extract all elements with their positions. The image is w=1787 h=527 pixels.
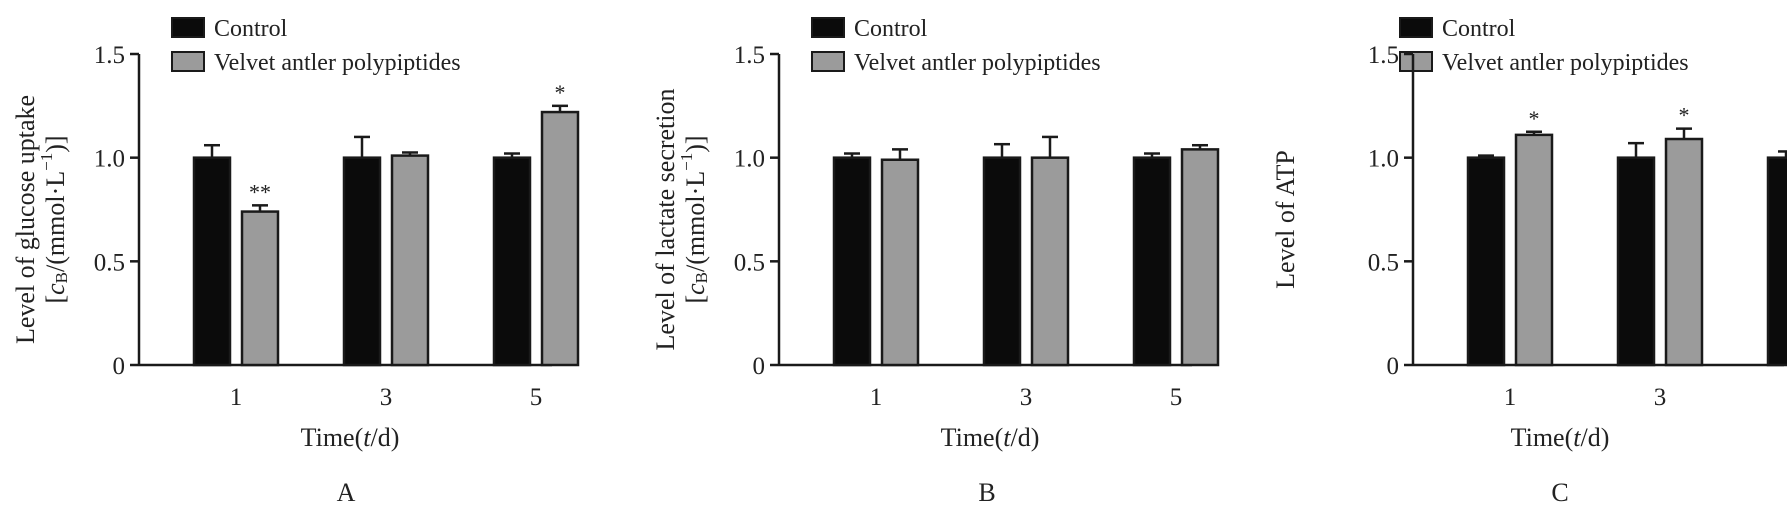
x-title-prefix: Time( — [301, 423, 364, 452]
y-axis-title: Level of lactate secretion — [651, 88, 680, 350]
legend-label-control: Control — [854, 16, 928, 42]
significance-marker: * — [555, 80, 566, 105]
bar-treatment-3 — [390, 154, 430, 367]
y-tick-label: 1.0 — [1368, 146, 1399, 173]
bar-treatment-1 — [240, 210, 280, 367]
y-tick-label: 0.5 — [1368, 249, 1399, 276]
bar-treatment-3 — [1030, 156, 1070, 367]
y-tick-label: 0.5 — [94, 249, 125, 276]
y-units-sup: −1 — [37, 153, 56, 171]
y-tick-label: 1.0 — [734, 146, 765, 173]
legend-swatch-treatment — [1399, 51, 1433, 72]
x-tick-label: 5 — [530, 384, 543, 411]
bar-control-3 — [342, 156, 382, 367]
legend-swatch-treatment — [811, 51, 845, 72]
x-axis-title: Time(t/d) — [1511, 423, 1610, 452]
y-units-sub: B — [52, 272, 71, 283]
panel-label: C — [1551, 478, 1568, 507]
legend: Control Velvet antler polypiptides — [811, 16, 1101, 76]
y-tick-label: 1.5 — [734, 42, 765, 69]
x-title-var: t — [363, 423, 371, 452]
y-tick-label: 1.5 — [1368, 42, 1399, 69]
significance-marker: * — [1679, 103, 1690, 128]
x-title-suffix: /d) — [1580, 423, 1609, 452]
bar-control-1 — [192, 156, 232, 367]
legend: Control Velvet antler polypiptides — [1399, 16, 1689, 76]
bar-control-3 — [1616, 156, 1656, 367]
bar-treatment-5 — [1180, 148, 1220, 367]
y-tick-label: 0 — [113, 353, 126, 380]
legend-swatch-control — [171, 17, 205, 38]
y-axis-title-units: [cB/(mmol·L−1)] — [37, 135, 71, 303]
panel-label: B — [978, 478, 995, 507]
x-title-suffix: /d) — [370, 423, 399, 452]
y-units-close: )] — [41, 135, 70, 152]
y-units-rest: /(mmol·L — [41, 171, 70, 272]
x-title-var: t — [1573, 423, 1581, 452]
bar-control-5 — [1132, 156, 1172, 367]
y-tick-label: 1.5 — [94, 42, 125, 69]
x-title-suffix: /d) — [1010, 423, 1039, 452]
y-tick-label: 1.0 — [94, 146, 125, 173]
bar-control-1 — [832, 156, 872, 367]
y-units-var: c — [681, 283, 710, 295]
legend-label-treatment: Velvet antler polypiptides — [854, 50, 1101, 76]
y-units-var: c — [41, 283, 70, 295]
x-tick-label: 3 — [380, 384, 393, 411]
y-axis-title: Level of ATP — [1271, 150, 1300, 289]
bar-control-1 — [1466, 156, 1506, 367]
x-title-prefix: Time( — [1511, 423, 1574, 452]
legend-label-treatment: Velvet antler polypiptides — [1442, 50, 1689, 76]
legend-swatch-treatment — [171, 51, 205, 72]
bar-treatment-1 — [1514, 133, 1554, 367]
x-axis-title: Time(t/d) — [301, 423, 400, 452]
legend-label-treatment: Velvet antler polypiptides — [214, 50, 461, 76]
y-units-sup: −1 — [677, 153, 696, 171]
y-units-open: [ — [681, 295, 710, 304]
x-tick-label: 1 — [1504, 384, 1517, 411]
y-units-sub: B — [692, 272, 711, 283]
bar-treatment-5 — [540, 110, 580, 367]
y-tick-label: 0.5 — [734, 249, 765, 276]
y-units-close: )] — [681, 135, 710, 152]
legend-label-control: Control — [1442, 16, 1516, 42]
y-units-open: [ — [41, 295, 70, 304]
x-title-prefix: Time( — [941, 423, 1004, 452]
legend-swatch-control — [811, 17, 845, 38]
bar-control-5 — [492, 156, 532, 367]
x-tick-label: 5 — [1170, 384, 1183, 411]
y-tick-label: 0 — [1387, 353, 1400, 380]
x-tick-label: 3 — [1020, 384, 1033, 411]
significance-marker: ** — [249, 179, 271, 204]
y-axis-title-units: [cB/(mmol·L−1)] — [677, 135, 711, 303]
panel-label: A — [337, 478, 356, 507]
bar-treatment-1 — [880, 158, 920, 367]
x-tick-label: 3 — [1654, 384, 1667, 411]
legend-swatch-control — [1399, 17, 1433, 38]
legend-label-control: Control — [214, 16, 288, 42]
bar-control-5 — [1766, 156, 1787, 367]
x-title-var: t — [1003, 423, 1011, 452]
x-axis-title: Time(t/d) — [941, 423, 1040, 452]
chart-panel-A: Control Velvet antler polypiptides 0 0.5 1.0… — [11, 16, 580, 507]
bar-treatment-3 — [1664, 137, 1704, 367]
x-tick-label: 1 — [870, 384, 883, 411]
chart-panel-B: Control Velvet antler polypiptides 0 0.5 1.0… — [651, 16, 1220, 507]
y-tick-label: 0 — [753, 353, 766, 380]
significance-marker: * — [1529, 106, 1540, 131]
y-units-rest: /(mmol·L — [681, 171, 710, 272]
legend: Control Velvet antler polypiptides — [171, 16, 461, 76]
x-tick-label: 1 — [230, 384, 243, 411]
chart-panel-C: Control Velvet antler polypiptides 0 0.5 1.0… — [1271, 16, 1787, 507]
y-axis-title: Level of glucose uptake — [11, 95, 40, 344]
bar-control-3 — [982, 156, 1022, 367]
